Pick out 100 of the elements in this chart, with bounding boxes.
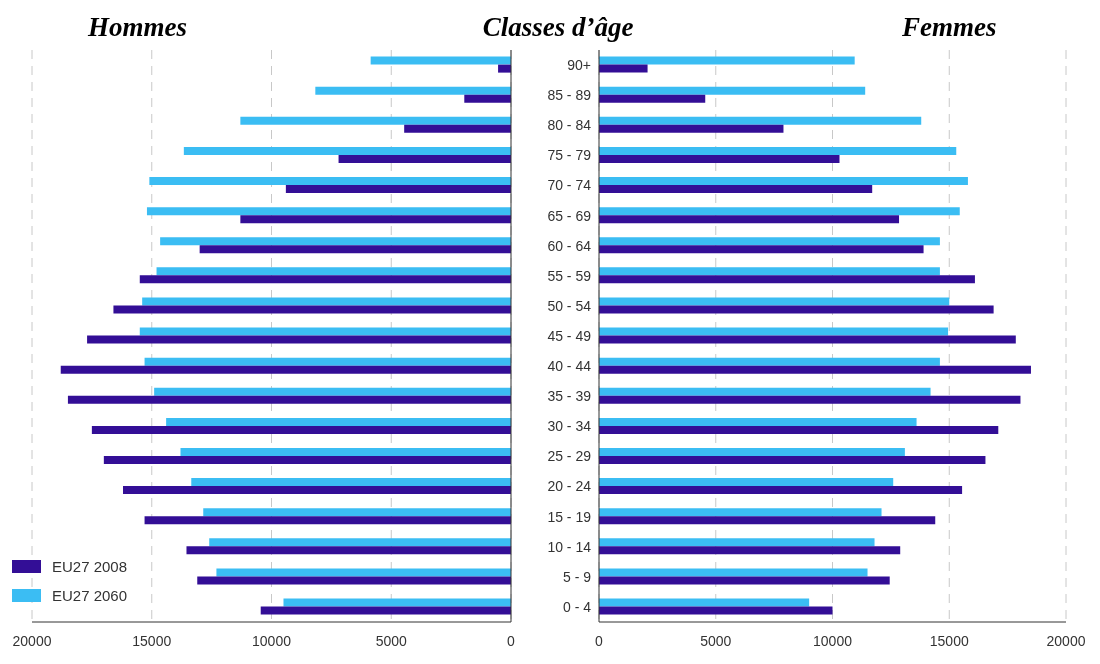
chart-title: Hommes	[88, 12, 187, 43]
bar	[216, 568, 511, 577]
chart-title: Femmes	[902, 12, 997, 43]
bar	[113, 305, 511, 314]
y-tick-label: 0 - 4	[562, 598, 592, 615]
legend-label: EU27 2060	[52, 587, 128, 604]
bar	[599, 576, 890, 585]
x-tick-label: 0	[507, 632, 516, 649]
legend-label: EU27 2008	[52, 558, 128, 575]
x-tick-label: 10000	[813, 632, 853, 649]
bar	[370, 56, 511, 65]
bar	[149, 177, 511, 186]
x-tick-label: 20000	[12, 632, 52, 649]
bar	[599, 64, 648, 73]
bar	[186, 546, 511, 555]
x-tick-label: 5000	[375, 632, 408, 649]
x-tick-label: 15000	[132, 632, 172, 649]
bar	[240, 116, 511, 125]
bar	[260, 606, 511, 615]
y-tick-label: 25 - 29	[547, 448, 592, 465]
bar	[464, 94, 511, 103]
bar	[180, 447, 511, 456]
bar	[103, 455, 511, 464]
bar	[599, 207, 960, 216]
bar	[599, 538, 875, 547]
bar	[599, 177, 968, 186]
bar	[139, 327, 511, 336]
bar	[144, 357, 511, 366]
x-tick-label: 10000	[252, 632, 292, 649]
bar	[599, 215, 900, 224]
bar	[156, 267, 511, 276]
x-tick-label: 5000	[700, 632, 732, 649]
bar	[191, 478, 511, 487]
y-tick-label: 50 - 54	[547, 297, 592, 314]
bar	[146, 207, 511, 216]
bar	[139, 275, 511, 284]
bar	[87, 335, 511, 344]
bar	[599, 305, 994, 314]
bar	[283, 598, 511, 607]
bar	[599, 237, 940, 246]
bar	[599, 395, 1021, 404]
bar	[183, 146, 511, 155]
bar	[599, 267, 940, 276]
bar	[160, 237, 511, 246]
bar	[599, 357, 940, 366]
bar	[154, 387, 511, 396]
y-tick-label: 75 - 79	[547, 147, 592, 164]
bar	[123, 486, 511, 495]
bar	[599, 245, 924, 254]
bar	[60, 365, 511, 374]
bar	[599, 478, 894, 487]
bar	[599, 546, 901, 555]
y-tick-label: 80 - 84	[547, 117, 592, 134]
y-tick-label: 65 - 69	[547, 207, 592, 224]
y-tick-label: 20 - 24	[547, 478, 592, 495]
bar	[599, 425, 999, 434]
bar	[599, 185, 873, 194]
bar	[599, 154, 840, 163]
bar	[599, 335, 1016, 344]
bar	[144, 516, 511, 525]
bar	[599, 86, 866, 95]
bar	[599, 417, 917, 426]
bar	[67, 395, 511, 404]
y-tick-label: 35 - 39	[547, 388, 592, 405]
y-tick-label: 55 - 59	[547, 267, 592, 284]
bar	[166, 417, 511, 426]
y-tick-label: 45 - 49	[547, 327, 592, 344]
x-tick-label: 20000	[1046, 632, 1086, 649]
bar	[404, 124, 511, 133]
bar	[338, 154, 511, 163]
bar	[197, 576, 511, 585]
y-tick-label: 90+	[567, 57, 591, 74]
y-tick-label: 10 - 14	[547, 538, 592, 555]
bar	[599, 516, 936, 525]
bar	[599, 56, 855, 65]
bar	[599, 508, 882, 517]
bar	[599, 606, 833, 615]
bar	[599, 116, 922, 125]
y-tick-label: 5 - 9	[562, 568, 592, 585]
bar	[498, 64, 511, 73]
y-axis-title: Classes d’âge	[481, 12, 635, 43]
bar	[285, 185, 511, 194]
bar	[599, 365, 1031, 374]
bar	[599, 568, 868, 577]
bar	[599, 327, 949, 336]
y-tick-label: 70 - 74	[547, 177, 592, 194]
x-tick-label: 15000	[929, 632, 969, 649]
y-tick-label: 85 - 89	[547, 87, 592, 104]
bar	[599, 447, 905, 456]
bar	[315, 86, 511, 95]
bar	[209, 538, 511, 547]
bar	[240, 215, 511, 224]
y-tick-label: 15 - 19	[547, 508, 592, 525]
y-tick-label: 30 - 34	[547, 418, 592, 435]
bar	[91, 425, 511, 434]
bar	[599, 455, 986, 464]
bar	[599, 275, 975, 284]
bar	[599, 124, 784, 133]
y-tick-label: 40 - 44	[547, 358, 592, 375]
x-tick-label: 0	[595, 632, 604, 649]
